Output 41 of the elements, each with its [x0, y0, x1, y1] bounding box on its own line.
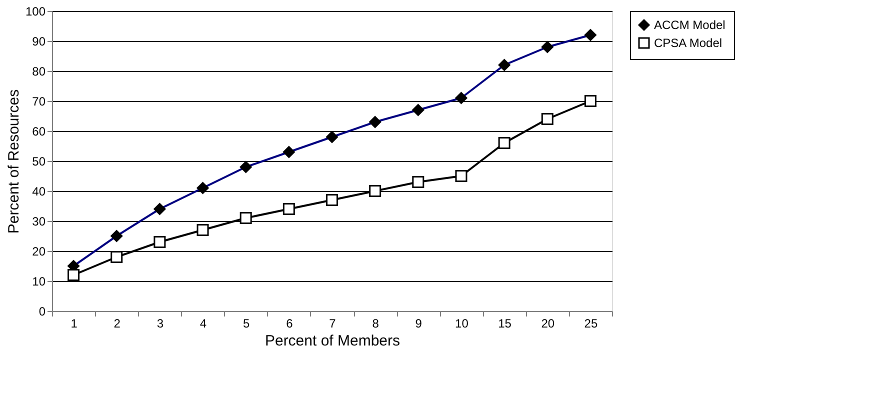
legend-label: CPSA Model	[654, 36, 722, 50]
y-tick-label: 0	[38, 304, 46, 318]
point	[412, 176, 424, 188]
point	[240, 212, 252, 224]
y-axis-title: Percent of Resources	[5, 89, 22, 234]
point	[584, 95, 596, 107]
y-tick-label: 30	[32, 214, 46, 228]
x-tick-label: 25	[584, 316, 598, 330]
x-tick-label: 10	[455, 316, 469, 330]
y-tick-label: 40	[32, 184, 46, 198]
x-tick-label: 8	[372, 316, 380, 330]
x-tick-label: 1	[70, 316, 78, 330]
x-tick-label: 20	[541, 316, 555, 330]
y-tick-label: 50	[32, 154, 46, 168]
x-tick-label: 9	[415, 316, 422, 330]
point	[455, 170, 468, 182]
legend-label: ACCM Model	[654, 18, 726, 32]
x-tick-label: 6	[286, 316, 294, 330]
x-tick-label: 15	[498, 316, 512, 330]
point	[110, 251, 123, 263]
y-tick-label: 10	[32, 274, 46, 288]
x-axis-title: Percent of Members	[264, 332, 400, 350]
x-tick-label: 5	[243, 316, 250, 330]
y-tick-label: 90	[32, 34, 46, 48]
point	[282, 203, 295, 215]
x-tick-label: 4	[200, 316, 207, 330]
point	[498, 137, 510, 149]
y-tick-label: 20	[32, 244, 46, 258]
point	[541, 113, 554, 125]
x-tick-label: 2	[114, 316, 121, 330]
point	[326, 194, 338, 206]
y-tick-label: 80	[32, 64, 46, 78]
point	[196, 224, 209, 236]
point	[369, 185, 382, 197]
point	[154, 236, 166, 248]
x-tick-label: 7	[329, 316, 336, 330]
y-tick-label: 100	[25, 4, 46, 18]
y-tick-label: 70	[32, 94, 46, 108]
x-tick-label: 3	[156, 316, 164, 330]
point	[68, 269, 80, 281]
y-tick-label: 60	[32, 124, 46, 138]
